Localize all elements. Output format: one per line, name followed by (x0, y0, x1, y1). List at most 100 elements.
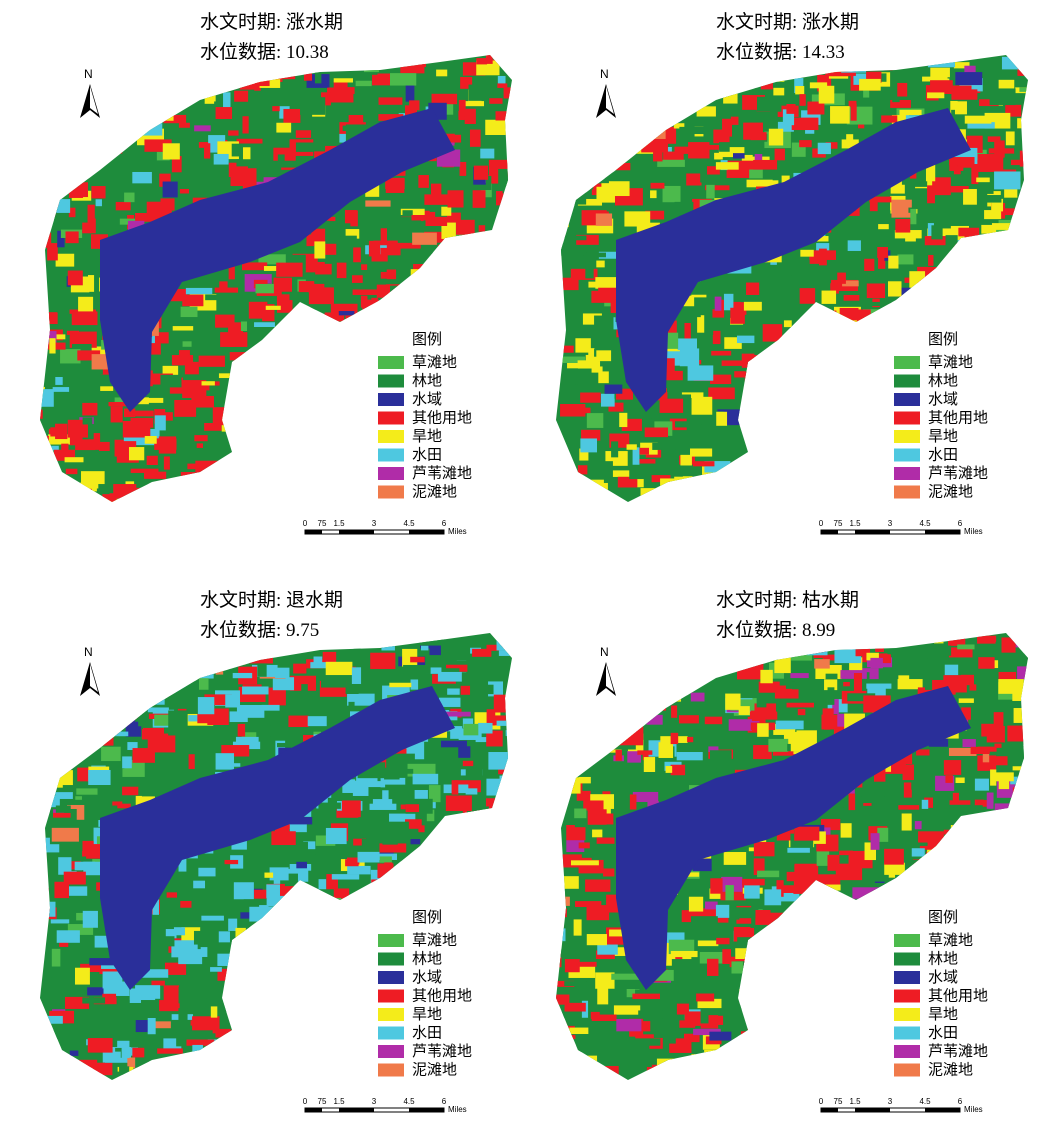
land-patch (988, 328, 1005, 337)
land-patch (565, 959, 580, 972)
legend-label: 其他用地 (412, 410, 472, 427)
land-patch (75, 968, 90, 985)
legend-label: 泥滩地 (412, 1062, 457, 1079)
land-patch (300, 97, 325, 115)
land-patch (205, 91, 216, 104)
land-patch (996, 904, 1022, 914)
land-patch (262, 1029, 277, 1044)
land-patch (878, 224, 889, 229)
land-patch (1003, 474, 1028, 485)
land-patch (220, 144, 230, 149)
land-patch (432, 94, 458, 104)
scale-seg (305, 530, 322, 534)
land-patch (59, 162, 69, 171)
land-patch (1035, 1048, 1054, 1063)
land-patch (663, 1080, 680, 1093)
land-patch (129, 65, 138, 76)
land-patch (768, 739, 788, 752)
land-patch (295, 307, 315, 312)
land-patch (477, 1021, 485, 1028)
land-patch (1019, 889, 1046, 893)
land-patch (609, 709, 637, 715)
land-patch (160, 375, 181, 388)
land-patch (745, 371, 760, 384)
land-patch (103, 1052, 121, 1063)
land-patch (817, 487, 831, 500)
land-patch (588, 461, 613, 478)
land-patch (209, 1064, 218, 1076)
land-patch (379, 328, 403, 334)
land-patch (381, 342, 400, 350)
map-panel: 水文时期: 退水期水位数据: 9.75N图例草滩地林地水域其他用地旱地水田芦苇滩… (31, 589, 544, 1114)
land-patch (448, 238, 462, 256)
land-patch (1032, 162, 1054, 174)
land-patch (781, 425, 794, 441)
land-patch (62, 739, 69, 748)
land-patch (877, 247, 888, 258)
land-patch (864, 259, 874, 271)
land-patch (510, 918, 518, 930)
land-patch (901, 320, 928, 328)
land-patch (548, 118, 563, 126)
land-patch (122, 787, 138, 796)
land-patch (760, 670, 772, 683)
land-patch (368, 1064, 374, 1078)
land-patch (180, 189, 189, 194)
land-patch (912, 891, 927, 902)
legend-label: 其他用地 (412, 988, 472, 1005)
land-patch (33, 470, 45, 486)
land-patch (668, 1079, 677, 1085)
land-patch (164, 456, 170, 469)
land-patch (332, 874, 359, 879)
land-patch (183, 341, 192, 346)
land-patch (226, 400, 233, 408)
land-patch (773, 88, 784, 96)
land-patch (474, 166, 488, 180)
land-patch (993, 1027, 1008, 1044)
land-patch (88, 205, 95, 223)
land-patch (553, 1068, 566, 1080)
land-patch (931, 225, 942, 239)
land-patch (469, 275, 480, 282)
land-patch (178, 949, 202, 964)
land-patch (38, 778, 54, 791)
land-patch (446, 389, 454, 395)
land-patch (757, 723, 769, 737)
land-patch (588, 1040, 598, 1050)
land-patch (833, 403, 848, 416)
land-patch (346, 687, 359, 694)
scale-tick: 1.5 (333, 1097, 345, 1106)
land-patch (565, 777, 580, 793)
land-patch (580, 1056, 597, 1066)
land-patch (983, 265, 996, 273)
land-patch (1020, 432, 1027, 437)
land-patch (1017, 1031, 1039, 1047)
land-patch (1003, 415, 1019, 425)
land-patch (317, 402, 331, 415)
land-patch (114, 77, 130, 83)
land-patch (794, 996, 803, 1004)
legend-swatch (378, 1008, 404, 1021)
land-patch (345, 1067, 357, 1079)
land-patch (205, 295, 219, 301)
land-patch (42, 785, 49, 800)
land-patch (333, 305, 350, 309)
land-patch (241, 1074, 267, 1085)
land-patch (267, 1056, 286, 1067)
land-patch (981, 868, 992, 879)
land-patch (901, 1083, 923, 1093)
land-patch (960, 950, 967, 956)
land-patch (715, 658, 736, 663)
land-patch (395, 333, 402, 338)
land-patch (1028, 124, 1048, 141)
land-patch (548, 172, 554, 178)
land-patch (633, 792, 658, 802)
land-patch (580, 438, 597, 452)
land-patch (452, 892, 458, 904)
scale-tick: 1.5 (849, 519, 861, 528)
land-patch (761, 78, 773, 89)
land-patch (122, 73, 147, 80)
land-patch (989, 1020, 1002, 1032)
land-patch (652, 81, 659, 98)
land-patch (878, 319, 889, 337)
